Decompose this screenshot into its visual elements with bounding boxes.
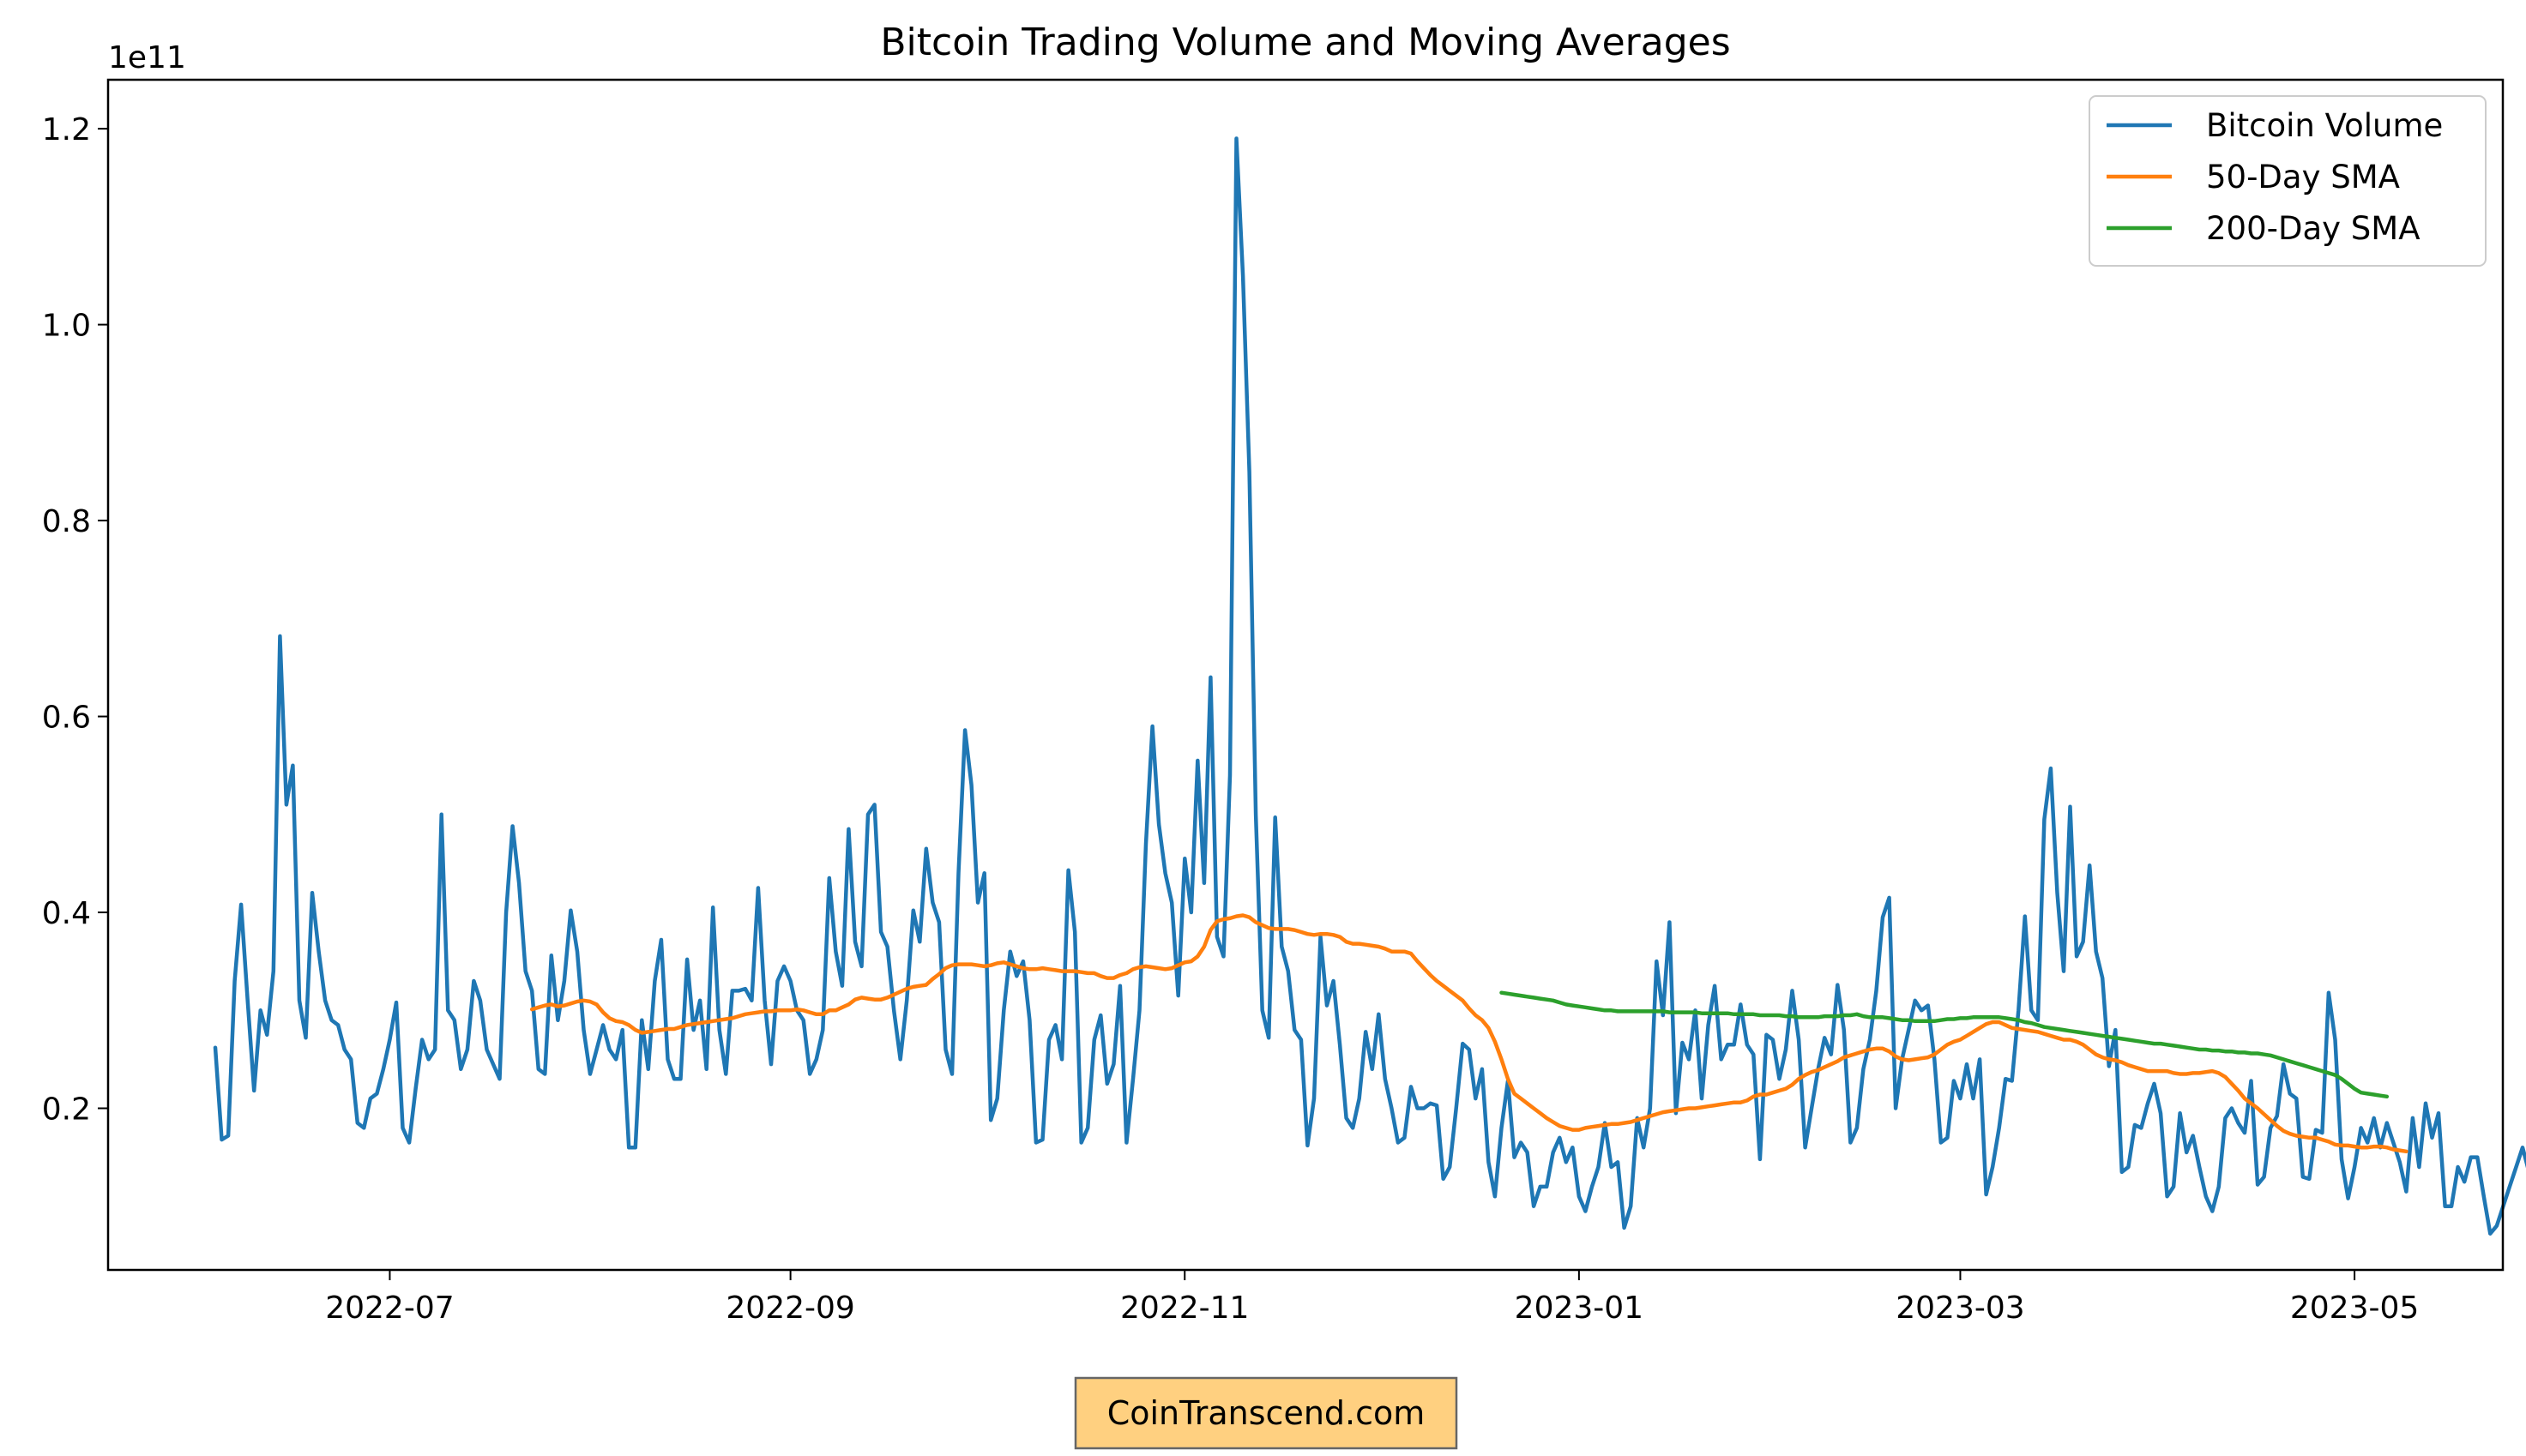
x-tick-label: 2023-05: [2290, 1291, 2419, 1326]
axis-ticks: 0.2 0.4 0.6 0.8 1.0 1.2 2022-07 2022-09 2022-11 2…: [42, 112, 2420, 1326]
y-tick-label: 1.2: [42, 112, 91, 147]
bitcoin-volume-line: [213, 136, 2526, 1236]
y-tick-label: 1.0: [42, 309, 91, 344]
y-tick-label: 0.2: [42, 1092, 91, 1128]
legend-label-bitcoin-volume: Bitcoin Volume: [2206, 107, 2443, 144]
legend: Bitcoin Volume 50-Day SMA 200-Day SMA: [2089, 95, 2487, 267]
sma-50-line: [529, 913, 2408, 1154]
watermark-text: CoinTranscend.com: [1107, 1394, 1426, 1432]
y-offset-label: 1e11: [108, 40, 186, 75]
watermark: CoinTranscend.com: [1074, 1376, 1458, 1450]
x-tick-label: 2022-07: [325, 1291, 454, 1326]
sma-200-line: [1499, 990, 2390, 1099]
x-tick-label: 2023-03: [1896, 1291, 2024, 1326]
x-tick-label: 2022-09: [726, 1291, 854, 1326]
watermark-box: [1074, 1376, 1458, 1450]
x-tick-label: 2023-01: [1515, 1291, 1643, 1326]
y-tick-label: 0.8: [42, 504, 91, 539]
legend-box: [2089, 95, 2487, 267]
x-tick-label: 2022-11: [1120, 1291, 1249, 1326]
legend-label-50-day-sma: 50-Day SMA: [2206, 159, 2400, 196]
legend-label-200-day-sma: 200-Day SMA: [2206, 210, 2420, 247]
series-lines: [213, 136, 2526, 1236]
y-tick-label: 0.4: [42, 896, 91, 931]
plot-frame: [106, 78, 2505, 1272]
y-tick-label: 0.6: [42, 701, 91, 736]
chart-title: Bitcoin Trading Volume and Moving Averag…: [880, 21, 1730, 64]
